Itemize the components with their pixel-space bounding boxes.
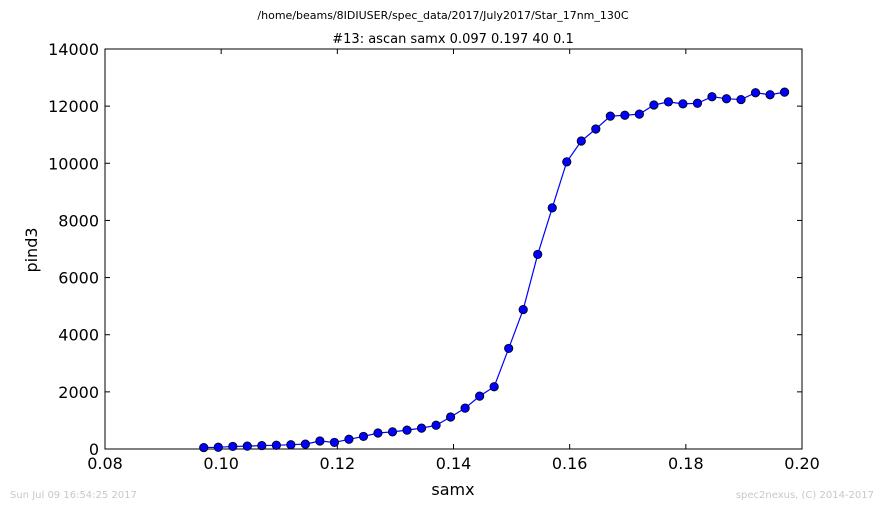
data-point — [242, 441, 252, 451]
data-point — [286, 440, 296, 450]
data-point — [765, 90, 775, 100]
footer-credit: spec2nexus, (C) 2014-2017 — [736, 490, 874, 501]
y-tick-label: 12000 — [48, 97, 99, 116]
x-tick-label: 0.16 — [552, 454, 588, 473]
data-point — [416, 423, 427, 433]
data-point — [387, 427, 398, 437]
series-pind3 — [199, 87, 790, 453]
y-tick-label: 6000 — [58, 269, 99, 288]
x-axis: 0.08 0.10 0.12 0.14 0.16 0.18 0.20 — [87, 49, 820, 473]
x-tick-label: 0.12 — [320, 454, 356, 473]
x-tick-label: 0.20 — [784, 454, 820, 473]
data-point — [634, 109, 644, 119]
data-point — [533, 249, 543, 260]
series-line — [203, 91, 785, 449]
data-point — [779, 87, 790, 97]
data-point — [504, 343, 514, 354]
data-point — [750, 88, 761, 98]
data-point — [373, 428, 383, 438]
data-point — [271, 440, 281, 450]
data-point — [576, 136, 586, 146]
y-tick-label: 0 — [89, 440, 99, 459]
data-point — [489, 382, 499, 392]
data-point — [620, 110, 630, 120]
data-point — [692, 98, 703, 108]
data-point — [475, 391, 485, 401]
data-point — [358, 431, 369, 442]
y-tick-label: 10000 — [48, 154, 99, 173]
plot-frame — [104, 48, 803, 450]
y-tick-label: 2000 — [58, 383, 99, 402]
x-tick-label: 0.14 — [436, 454, 472, 473]
data-point — [431, 420, 441, 430]
chart-suptitle: /home/beams/8IDIUSER/spec_data/2017/July… — [257, 9, 628, 22]
data-point — [402, 425, 412, 435]
data-point — [329, 437, 340, 448]
x-tick-label: 0.08 — [87, 454, 123, 473]
data-point — [591, 124, 601, 134]
y-tick-label: 14000 — [48, 40, 99, 59]
data-point — [649, 100, 659, 110]
data-point — [736, 94, 746, 105]
chart-title: #13: ascan samx 0.097 0.197 40 0.1 — [332, 32, 573, 47]
data-point — [605, 111, 615, 121]
data-point — [707, 92, 717, 102]
y-axis: 0 2000 4000 6000 8000 10000 12000 14000 — [48, 40, 802, 459]
y-tick-label: 8000 — [58, 211, 99, 230]
data-point — [460, 403, 470, 413]
data-point — [344, 434, 354, 444]
y-axis-label: pind3 — [22, 227, 41, 272]
data-point — [213, 442, 223, 452]
data-point — [228, 441, 238, 452]
data-point — [547, 203, 557, 213]
x-tick-label: 0.10 — [203, 454, 239, 473]
x-tick-label: 0.18 — [668, 454, 704, 473]
data-point — [445, 412, 456, 422]
x-axis-label: samx — [431, 480, 474, 499]
footer-timestamp: Sun Jul 09 16:54:25 2017 — [10, 490, 137, 501]
data-point — [663, 97, 674, 107]
data-point — [300, 439, 310, 449]
data-point — [257, 440, 267, 451]
data-point — [721, 94, 732, 104]
data-point — [199, 442, 209, 453]
y-tick-label: 4000 — [58, 326, 99, 345]
data-point — [562, 157, 572, 167]
data-point — [315, 436, 325, 446]
data-point — [518, 304, 528, 315]
data-point — [678, 99, 688, 109]
